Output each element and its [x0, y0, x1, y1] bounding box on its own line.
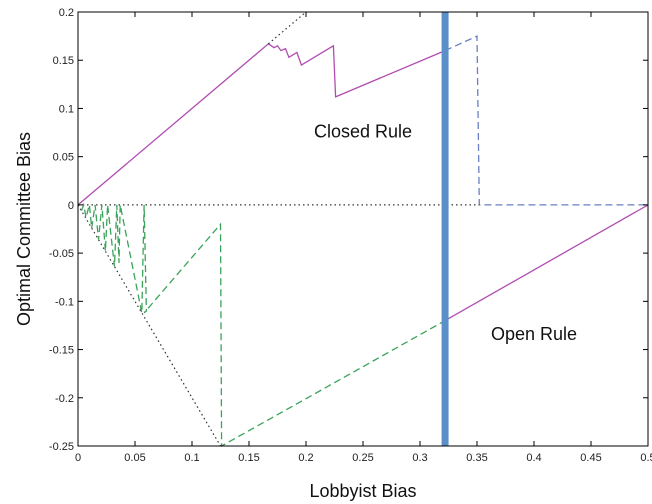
series-layer	[77, 11, 649, 448]
y-tick-label: -0.1	[55, 296, 74, 308]
series-line-0	[77, 42, 446, 206]
y-tick-label: -0.15	[49, 345, 74, 357]
x-tick-label: 0.05	[124, 452, 145, 464]
x-tick-label: 0.25	[352, 452, 373, 464]
y-axis-label: Optimal Committee Bias	[14, 132, 34, 326]
x-tick-label: 0	[75, 452, 81, 464]
y-tick-label: 0.1	[59, 103, 74, 115]
x-tick-label: 0.3	[412, 452, 427, 464]
x-tick-label: 0.15	[238, 452, 259, 464]
x-tick-label: 0.45	[580, 452, 601, 464]
series-line-6	[444, 204, 649, 322]
annotation-closed-rule: Closed Rule	[314, 121, 412, 141]
x-tick-label: 0.1	[184, 452, 199, 464]
x-tick-label: 0.35	[466, 452, 487, 464]
y-tick-label: 0.15	[53, 55, 74, 67]
y-tick-label: 0.05	[53, 152, 74, 164]
x-tick-label: 0.2	[298, 452, 313, 464]
x-tick-label: 0.4	[526, 452, 541, 464]
annotation-open-rule: Open Rule	[491, 324, 577, 344]
series-line-2	[268, 11, 307, 45]
x-tick-label: 0.5	[640, 452, 652, 464]
tick-layer: 0 0.05 0.1 0.15 0.2 0.25 0.3 0.35 0.4 0.45 0.5 0.2 0…	[49, 7, 652, 464]
y-tick-label: -0.2	[55, 393, 74, 405]
y-tick-label: 0	[68, 200, 74, 212]
series-line-5	[80, 202, 446, 448]
x-axis-label: Lobbyist Bias	[309, 481, 416, 501]
plot-frame	[77, 11, 649, 447]
y-tick-label: -0.05	[49, 248, 74, 260]
y-tick-label: 0.2	[59, 7, 74, 19]
y-tick-label: -0.25	[49, 441, 74, 453]
series-line-4	[77, 204, 222, 447]
series-line-1	[444, 35, 648, 206]
